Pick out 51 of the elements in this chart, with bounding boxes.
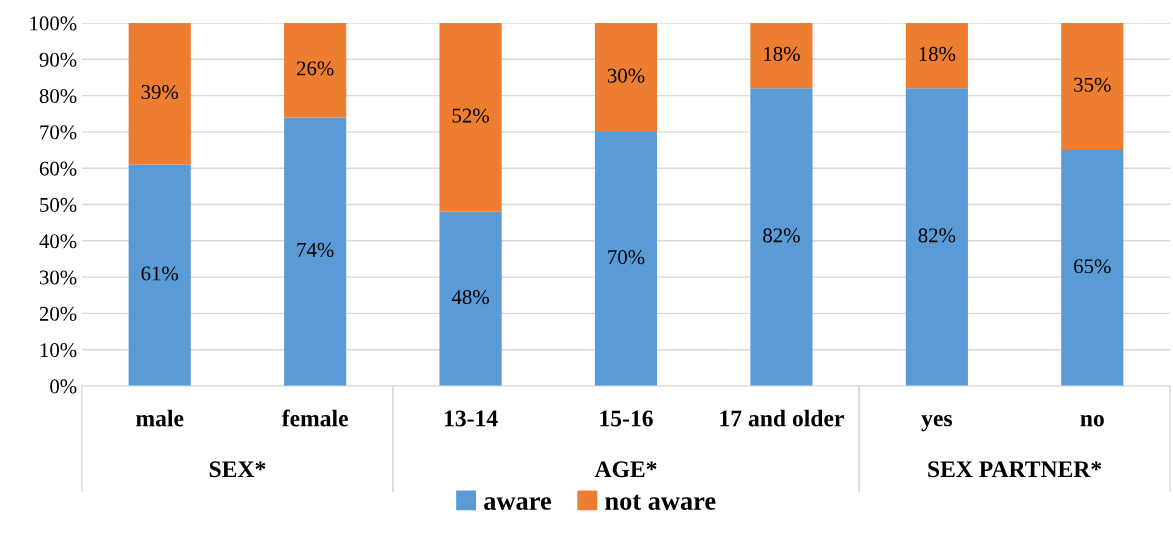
legend-label: not aware (605, 494, 716, 510)
data-label: 35% (1074, 77, 1111, 92)
data-label: 39% (141, 84, 179, 100)
y-tick-label: 60% (39, 161, 77, 176)
text: SEX PARTNER* (928, 461, 1102, 478)
data-label: 48% (451, 290, 489, 305)
bar (439, 211, 502, 386)
x-tick-label: male (136, 409, 184, 427)
bar (594, 131, 658, 386)
bar (750, 23, 813, 89)
bar (905, 88, 968, 386)
y-tick-label: 70% (40, 125, 77, 140)
x-tick-label: 13-14 (444, 410, 498, 427)
x-tick-label: 17 and older (720, 409, 844, 427)
bar (1061, 23, 1124, 151)
data-label: 52% (452, 108, 489, 123)
data-label: 18% (764, 46, 800, 61)
y-tick-label: 30% (39, 270, 77, 285)
data-label: 26% (296, 61, 334, 76)
y-tick-label: 100% (30, 16, 77, 31)
y-tick-label: 0% (50, 379, 77, 394)
legend-label: aware (484, 497, 551, 510)
data-label: 82% (763, 228, 800, 243)
y-tick-label: 10% (40, 343, 77, 358)
bar (439, 23, 502, 212)
bar (284, 117, 347, 386)
data-label: 18% (919, 46, 956, 61)
bar (750, 88, 813, 386)
x-tick-label: female (281, 409, 348, 427)
bar (905, 23, 968, 89)
x-tick-label: no (1080, 415, 1104, 427)
bar (1061, 150, 1124, 386)
bar (128, 23, 191, 165)
y-tick-label: 20% (39, 306, 77, 321)
bar (594, 23, 658, 132)
y-tick-label: 40% (39, 234, 77, 249)
bar (128, 164, 191, 386)
text: SEX* (209, 461, 266, 478)
x-tick-label: 15-16 (600, 410, 653, 427)
text: AGE* (594, 461, 657, 478)
data-label: 61% (141, 266, 179, 281)
y-tick-label: 90% (39, 52, 77, 67)
bar (284, 23, 347, 118)
data-label: 82% (918, 228, 956, 243)
data-label: 74% (297, 242, 334, 257)
data-label: 65% (1074, 259, 1111, 274)
y-tick-label: 50% (40, 197, 77, 212)
data-label: 30% (607, 68, 645, 83)
y-tick-label: 80% (39, 88, 77, 104)
data-label: 70% (608, 250, 645, 265)
x-tick-label: yes (921, 414, 953, 432)
